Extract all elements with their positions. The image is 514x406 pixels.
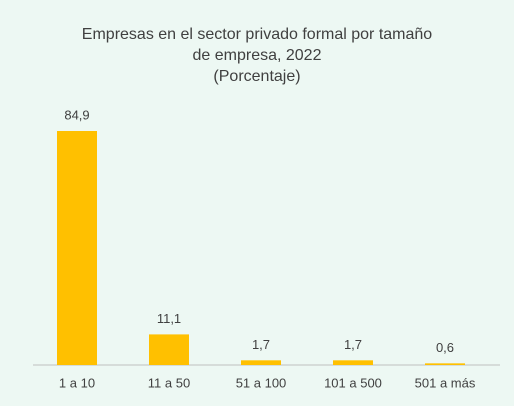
chart-subtitle: (Porcentaje) xyxy=(213,68,301,85)
x-tick-label: 1 a 10 xyxy=(59,375,95,390)
data-label: 0,6 xyxy=(436,340,454,355)
bar xyxy=(57,131,97,365)
bar xyxy=(333,360,373,365)
data-label: 11,1 xyxy=(157,311,181,326)
bar xyxy=(425,363,465,365)
bar xyxy=(149,334,189,365)
x-tick-label: 51 a 100 xyxy=(236,375,287,390)
data-label: 1,7 xyxy=(252,337,270,352)
chart-title: Empresas en el sector privado formal por… xyxy=(81,26,433,64)
x-tick-label: 11 a 50 xyxy=(148,375,190,390)
title-block: Empresas en el sector privado formal por… xyxy=(77,24,437,87)
data-label: 1,7 xyxy=(344,337,362,352)
data-label: 84,9 xyxy=(64,107,89,122)
x-tick-label: 101 a 500 xyxy=(324,375,382,390)
x-tick-label: 501 a más xyxy=(415,375,476,390)
bar xyxy=(241,360,281,365)
